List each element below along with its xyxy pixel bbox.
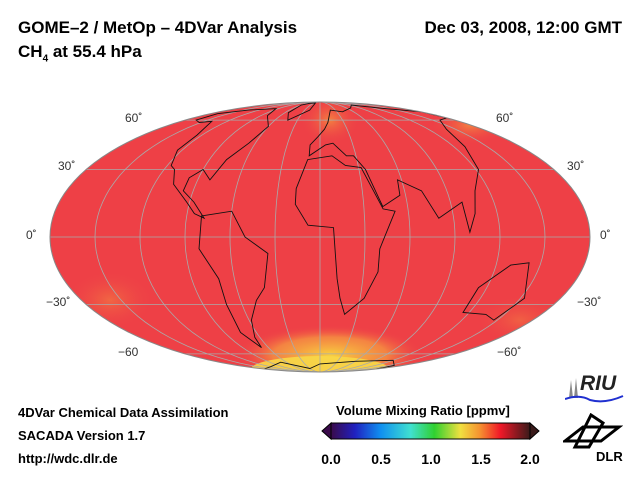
meridian-line xyxy=(184,102,321,372)
coastline-eurasia xyxy=(308,104,479,235)
species-level: CH4 at 55.4 hPa xyxy=(18,42,142,64)
meridian-line xyxy=(319,102,366,372)
footer-version: SACADA Version 1.7 xyxy=(18,428,146,443)
meridian-line xyxy=(229,102,321,372)
coastline-greenland xyxy=(287,102,317,121)
riu-towers-icon xyxy=(565,378,624,403)
coastline-australia xyxy=(462,262,530,321)
lat-label-left-m30: −30˚ xyxy=(46,295,71,309)
meridian-line xyxy=(94,102,321,372)
colorbar-tick: 0.0 xyxy=(321,451,341,467)
footer-assimilation: 4DVar Chemical Data Assimilation xyxy=(18,405,229,420)
meridian-line xyxy=(319,102,501,372)
coastline-south-america xyxy=(198,210,269,348)
lat-label-right-m30: −30˚ xyxy=(577,295,602,309)
map-border xyxy=(49,101,591,373)
meridian-line xyxy=(274,102,321,372)
coastlines xyxy=(170,102,530,370)
footer-url[interactable]: http://wdc.dlr.de xyxy=(18,451,118,466)
colorbar-label: Volume Mixing Ratio [ppmv] xyxy=(336,403,510,418)
species-subscript: 4 xyxy=(42,53,49,65)
south-pacific-region xyxy=(65,270,155,330)
antarctic-high-region xyxy=(235,325,425,372)
meridian-line xyxy=(319,102,546,372)
riu-logo: RIU xyxy=(565,372,625,404)
lat-label-right-m60: −60˚ xyxy=(497,345,522,359)
dlr-logo: DLR xyxy=(563,413,623,465)
lat-label-left-30: 30˚ xyxy=(58,159,76,173)
south-indian-region xyxy=(475,295,565,345)
coastline-north-america xyxy=(170,108,278,220)
analysis-datetime: Dec 03, 2008, 12:00 GMT xyxy=(424,18,622,37)
meridian-line xyxy=(319,102,411,372)
pressure-level: at 55.4 hPa xyxy=(48,42,142,61)
species: CH xyxy=(18,42,43,61)
lat-label-right-30: 30˚ xyxy=(567,159,585,173)
lat-label-right-0: 0˚ xyxy=(600,228,611,242)
colorbar-tick: 2.0 xyxy=(520,451,540,467)
colorbar-tick: 1.0 xyxy=(421,451,441,467)
meridian-line xyxy=(319,102,456,372)
product-title: GOME–2 / MetOp – 4DVar Analysis xyxy=(18,18,298,37)
map-field xyxy=(50,102,590,372)
lat-label-left-60: 60˚ xyxy=(125,111,143,125)
colorbar-tick: 1.5 xyxy=(471,451,491,467)
meridian-line xyxy=(139,102,321,372)
dlr-logo-text: DLR xyxy=(596,449,623,464)
coastline-africa xyxy=(294,155,396,316)
coastline-antarctica xyxy=(263,359,395,370)
lat-label-left-m60: −60 xyxy=(118,345,139,359)
colorbar-tick: 0.5 xyxy=(371,451,391,467)
riu-logo-text: RIU xyxy=(580,372,617,395)
dlr-emblem-icon xyxy=(563,413,623,449)
lat-label-left-0: 0˚ xyxy=(26,228,37,242)
graticule xyxy=(50,102,590,372)
lat-label-right-60: 60˚ xyxy=(496,111,514,125)
